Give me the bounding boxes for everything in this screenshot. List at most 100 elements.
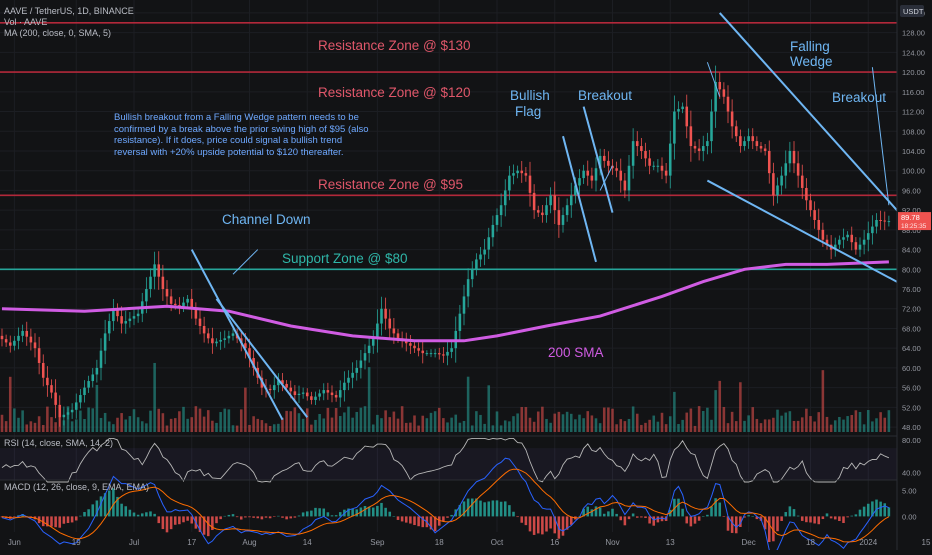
volume-bar (124, 419, 128, 432)
candle-body (124, 321, 128, 324)
candle-body (297, 393, 301, 396)
volume-bar (215, 422, 218, 432)
ma-legend[interactable]: MA (200, close, 0, SMA, 5) (4, 28, 112, 38)
price-tick-label: 48.00 (902, 423, 921, 432)
volume-bar (103, 412, 107, 432)
volume-bar (528, 417, 532, 432)
volume-bar (256, 418, 260, 432)
candle-body (305, 392, 309, 397)
macd-histogram-bar (512, 511, 515, 517)
macd-histogram-bar (730, 516, 734, 533)
volume-bar (425, 418, 429, 432)
volume-legend[interactable]: Vol · AAVE (4, 17, 48, 27)
candle-body (244, 343, 247, 349)
time-tick-label: Aug (242, 538, 256, 547)
candle-body (780, 175, 783, 186)
rsi-legend[interactable]: RSI (14, close, SMA, 14, 2) (4, 438, 114, 448)
candle-body (46, 377, 49, 386)
macd-tick-label: 5.00 (902, 486, 917, 495)
volume-bar (784, 412, 788, 432)
volume-bar (182, 406, 185, 432)
label-breakout-2: Breakout (832, 90, 886, 105)
candle-body (751, 136, 755, 142)
macd-histogram-bar (569, 516, 573, 525)
candle-body (120, 316, 123, 324)
volume-bar (400, 406, 404, 432)
price-tick-label: 72.00 (902, 305, 921, 314)
label-channel-down: Channel Down (222, 212, 311, 227)
volume-bar (355, 411, 359, 432)
volume-bar (772, 417, 775, 432)
volume-bar (454, 414, 458, 432)
volume-bar (668, 416, 672, 432)
macd-histogram-bar (310, 510, 313, 517)
macd-histogram-bar (351, 508, 354, 517)
price-tick-label: 96.00 (902, 186, 921, 195)
macd-histogram-bar (173, 516, 177, 525)
macd-histogram-bar (805, 516, 808, 523)
candle-body (875, 220, 878, 227)
volume-bar (0, 414, 4, 432)
candle-body (211, 338, 214, 344)
candle-body (561, 215, 565, 225)
volume-bar (561, 414, 565, 432)
candle-body (660, 165, 664, 171)
volume-bar (198, 408, 202, 432)
candle-body (99, 350, 103, 368)
candle-body (862, 239, 866, 245)
candle-body (594, 168, 598, 181)
volume-bar (446, 422, 449, 432)
volume-bar (219, 412, 222, 432)
candle-body (351, 372, 354, 378)
volume-bar (433, 411, 437, 432)
macd-legend[interactable]: MACD (12, 26, close, 9, EMA, EMA) (4, 482, 150, 492)
volume-bar (46, 406, 49, 432)
macd-histogram-bar (297, 515, 301, 517)
macd-histogram-bar (58, 516, 62, 528)
macd-histogram-bar (846, 516, 849, 518)
candle-body (145, 289, 148, 302)
volume-bar (326, 407, 330, 432)
volume-bar (829, 424, 833, 432)
time-tick-label: Sep (370, 538, 385, 547)
macd-histogram-bar (883, 503, 887, 517)
candle-body (854, 242, 858, 250)
candle-body (79, 395, 82, 403)
volume-bar (359, 407, 363, 432)
macd-histogram-bar (450, 514, 453, 517)
macd-histogram-bar (272, 516, 276, 517)
volume-bar (813, 421, 816, 432)
macd-histogram-bar (62, 516, 66, 524)
macd-histogram-bar (524, 516, 528, 526)
volume-bar (701, 410, 705, 432)
volume-bar (508, 421, 511, 432)
volume-bar (627, 418, 631, 432)
trendline (719, 12, 902, 216)
candle-body (883, 220, 887, 222)
price-tick-label: 116.00 (902, 88, 924, 97)
macd-histogram-bar (334, 515, 338, 517)
macd-histogram-bar (619, 516, 623, 521)
candle-body (425, 353, 429, 355)
candle-body (495, 215, 499, 225)
macd-histogram-bar (887, 507, 891, 517)
candle-body (153, 264, 156, 277)
axis-background (897, 0, 932, 550)
candle-body (363, 353, 367, 361)
volume-bar (800, 417, 804, 432)
price-tick-label: 64.00 (902, 344, 921, 353)
macd-histogram-bar (825, 513, 829, 517)
candle-body (343, 382, 346, 391)
candle-body (541, 212, 544, 216)
candle-body (206, 333, 210, 339)
volume-bar (512, 416, 515, 432)
macd-signal-line (1, 468, 890, 543)
volume-bar (41, 424, 45, 432)
macd-histogram-bar (722, 516, 726, 517)
volume-bar (462, 420, 466, 432)
symbol-legend[interactable]: AAVE / TetherUS, 1D, BINANCE (4, 6, 134, 16)
macd-histogram-bar (706, 514, 709, 517)
volume-bar (466, 376, 470, 432)
candle-body (656, 165, 660, 167)
